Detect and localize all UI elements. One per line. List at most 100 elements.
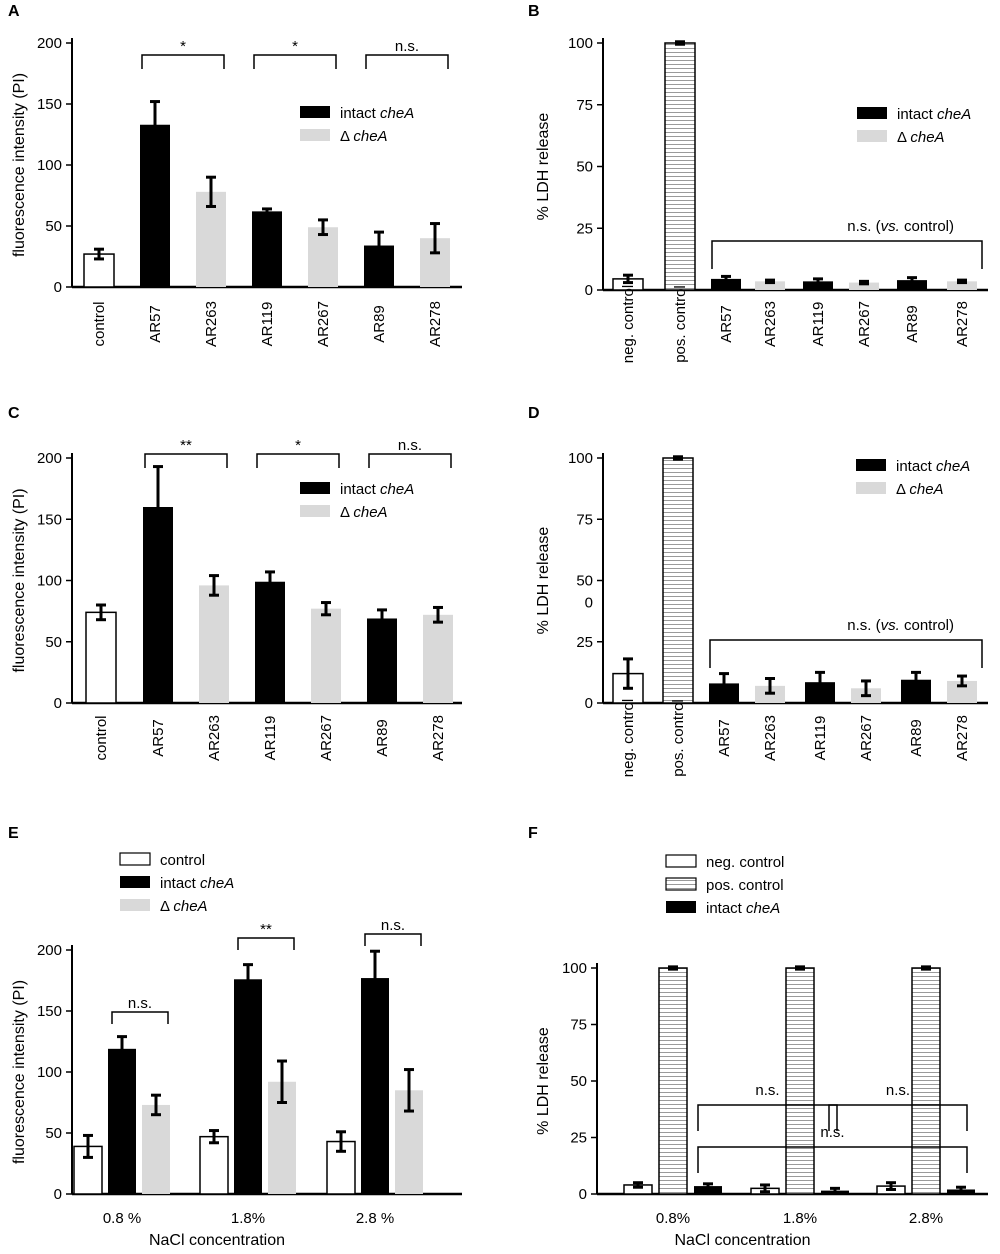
significance-label: ** [260, 921, 272, 938]
y-tick-label: 0 [54, 279, 62, 296]
legend-entry: control [160, 852, 205, 869]
y-tick-label: 200 [37, 942, 62, 959]
legend-label: neg. control [706, 854, 784, 871]
legend-entry: pos. control [706, 877, 784, 894]
significance-label: n.s. [128, 995, 152, 1012]
legend-entry: intact cheA [340, 105, 414, 122]
legend-label: control [160, 852, 205, 869]
y-tick-label: 0 [54, 695, 62, 712]
legend-entry: intact cheA [160, 875, 234, 892]
y-tick-label: 150 [37, 96, 62, 113]
legend-label-italic: cheA [380, 105, 414, 122]
legend-swatch-pos [665, 877, 697, 891]
bar-intact [901, 679, 931, 703]
bar-intact [140, 124, 170, 288]
bracket-label-pre: n.s. ( [847, 617, 880, 634]
legend-label-italic: cheA [380, 481, 414, 498]
bar-intact [361, 978, 389, 1194]
significance-bracket [364, 933, 422, 946]
bracket-label-italic: vs. [881, 218, 900, 235]
panel-label: F [528, 825, 538, 842]
y-tick-label: 50 [570, 1073, 587, 1090]
x-axis-label: NaCl concentration [674, 1232, 810, 1249]
legend-entry: Δ cheA [340, 504, 388, 521]
legend-label: intact [897, 106, 937, 123]
legend-label: Δ [897, 129, 910, 146]
bar-deleted [947, 680, 977, 703]
category-label: AR263 [203, 301, 220, 347]
category-label: control [93, 715, 110, 760]
legend-swatch-intact [300, 482, 330, 494]
legend-label-italic: cheA [936, 458, 970, 475]
y-tick-label: 75 [576, 511, 593, 528]
group-label: 2.8% [909, 1210, 943, 1227]
legend-label-italic: cheA [909, 481, 943, 498]
category-label: pos. control [670, 699, 687, 777]
bar-intact [252, 211, 282, 287]
legend-label: Δ [340, 128, 353, 145]
category-label: AR119 [812, 716, 829, 761]
panel-b [597, 38, 988, 292]
group-label: 2.8 % [356, 1210, 394, 1227]
bar-intact [255, 581, 285, 703]
y-tick-label: 100 [568, 35, 593, 52]
legend-label-italic: cheA [353, 504, 387, 521]
y-tick-label: 25 [576, 220, 593, 237]
legend-swatch-control [665, 854, 697, 868]
legend-swatch-deleted [120, 899, 150, 911]
legend-swatch-deleted [300, 505, 330, 517]
legend-label: intact [340, 105, 380, 122]
legend-label: intact [896, 458, 936, 475]
bar-deleted [311, 608, 341, 703]
y-tick-label: 100 [37, 1064, 62, 1081]
y-tick-label: 200 [37, 35, 62, 52]
y-tick-label: 200 [37, 450, 62, 467]
bar-intact [108, 1048, 136, 1194]
legend-swatch-intact [120, 876, 150, 888]
legend-label-italic: cheA [200, 875, 234, 892]
bar-intact [367, 618, 397, 703]
legend-label: intact [706, 900, 746, 917]
significance-bracket [697, 1104, 838, 1131]
bar-deleted [755, 281, 785, 290]
bar-deleted [142, 1104, 170, 1194]
bar-deleted [199, 585, 229, 703]
significance-label: * [295, 437, 301, 454]
category-label: AR278 [427, 301, 444, 347]
category-label: AR89 [374, 719, 391, 757]
legend-entry: intact cheA [340, 481, 414, 498]
legend-swatch-deleted [857, 130, 887, 142]
bar-pos [664, 42, 696, 291]
y-axis-label: % LDH release [535, 527, 552, 635]
y-tick-label: 25 [570, 1130, 587, 1147]
legend-label-italic: cheA [173, 898, 207, 915]
y-tick-label: 0 [585, 695, 593, 712]
bar-pos [911, 967, 941, 1195]
significance-bracket [111, 1011, 169, 1024]
y-axis-label: % LDH release [535, 1027, 552, 1135]
category-label: AR267 [315, 301, 332, 347]
bracket-label-post: control) [900, 617, 954, 634]
y-tick-label: 0 [585, 282, 593, 299]
category-label: AR263 [206, 715, 223, 761]
bar-control [199, 1135, 229, 1195]
legend-label: Δ [896, 481, 909, 498]
panel-label: A [8, 3, 20, 20]
significance-bracket [365, 54, 449, 69]
bar-deleted [849, 282, 879, 290]
legend-entry: Δ cheA [896, 481, 944, 498]
category-label: AR267 [318, 715, 335, 761]
bar-intact [897, 280, 927, 290]
bar-intact [803, 281, 833, 290]
legend-swatch-control [119, 852, 151, 866]
category-label: AR119 [262, 716, 279, 761]
significance-label: n.s. [398, 437, 422, 454]
legend-entry: Δ cheA [340, 128, 388, 145]
panel-label: E [8, 825, 19, 842]
significance-bracket [709, 639, 983, 668]
panel-label: B [528, 3, 540, 20]
category-label: AR263 [762, 301, 779, 347]
significance-label: n.s. [886, 1082, 910, 1099]
category-label: AR119 [810, 302, 827, 347]
legend-label-italic: cheA [353, 128, 387, 145]
